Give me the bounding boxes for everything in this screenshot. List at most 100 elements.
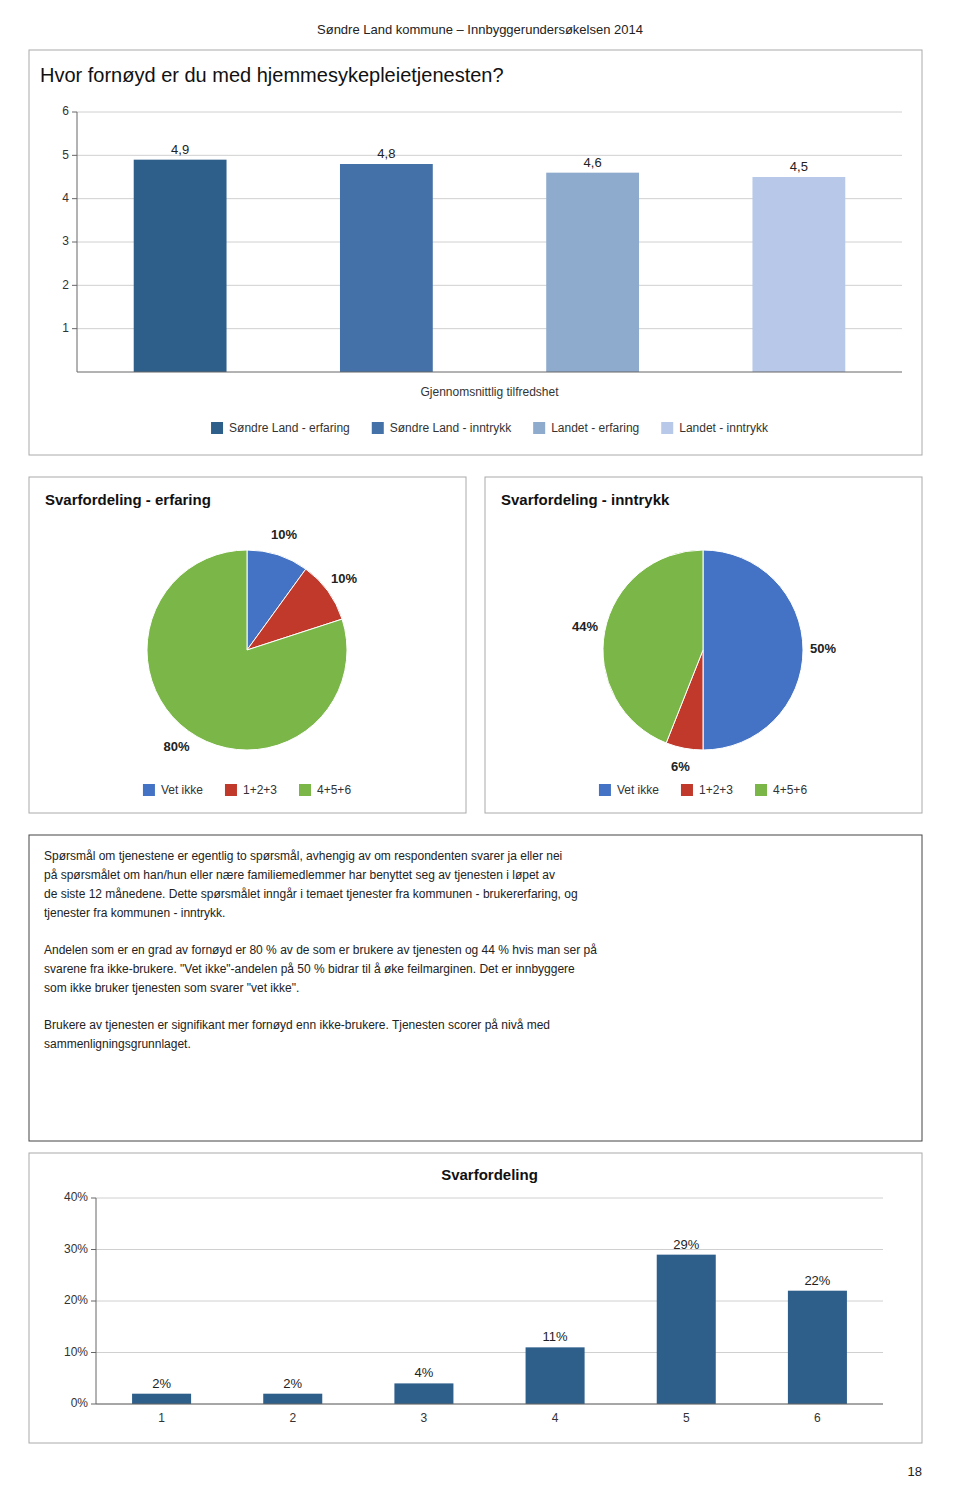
pie-slice: [147, 550, 347, 750]
grid-line: [77, 112, 902, 113]
tick-mark: [91, 1198, 96, 1199]
bars: [134, 160, 846, 372]
x-axis-line: [96, 1404, 883, 1405]
data-label: 10%: [331, 571, 357, 586]
x-tick-label: 4: [552, 1411, 559, 1425]
slices: [147, 550, 347, 750]
data-label: 4,8: [377, 146, 395, 161]
data-label: 6%: [671, 759, 690, 774]
chart-title: Hvor fornøyd er du med hjemmesykepleietj…: [40, 64, 504, 86]
header: Søndre Land kommune – Innbyggerundersøke…: [317, 22, 643, 37]
legend-swatch: [533, 422, 545, 434]
legend-swatch: [143, 784, 155, 796]
grid-line: [96, 1198, 883, 1199]
data-label: 50%: [810, 641, 836, 656]
y-tick-label: 5: [62, 148, 69, 162]
legend-item: Landet - inntrykk: [661, 421, 769, 435]
legend-label: Søndre Land - inntrykk: [390, 421, 512, 435]
pie-chart: Svarfordeling - erfaring 10% 10% 80% Vet ikk…: [45, 491, 358, 797]
data-label: 11%: [543, 1329, 568, 1344]
legend: Søndre Land - erfaring Søndre Land - innt…: [211, 421, 769, 435]
y-tick-label: 4: [62, 191, 69, 205]
legend-item: 1+2+3: [681, 783, 733, 797]
grid-line: [96, 1301, 883, 1302]
bar: [546, 173, 639, 372]
legend-item: Søndre Land - inntrykk: [372, 421, 512, 435]
tick-mark: [91, 1404, 96, 1405]
tick-mark: [91, 1301, 96, 1302]
legend-item: Vet ikke: [143, 783, 203, 797]
legend-swatch: [299, 784, 311, 796]
legend-label: Vet ikke: [161, 783, 203, 797]
legend-label: 1+2+3: [243, 783, 277, 797]
legend-label: 1+2+3: [699, 783, 733, 797]
bar: [788, 1291, 847, 1404]
page-number: 18: [908, 1464, 922, 1479]
y-tick-label: 40%: [64, 1190, 88, 1204]
x-tick-label: 6: [814, 1411, 821, 1425]
tick-mark: [72, 198, 77, 199]
bar: [657, 1255, 716, 1404]
grid-line: [77, 155, 902, 156]
x-tick-label: 1: [158, 1411, 165, 1425]
grid-line: [96, 1249, 883, 1250]
data-label: 80%: [163, 739, 189, 754]
panel-frame: [29, 477, 466, 813]
legend-swatch: [372, 422, 384, 434]
page: Søndre Land kommune – Innbyggerundersøke…: [0, 0, 960, 1491]
y-tick-label: 2: [62, 278, 69, 292]
legend-swatch: [599, 784, 611, 796]
tick-mark: [72, 328, 77, 329]
legend-label: Søndre Land - erfaring: [229, 421, 350, 435]
y-tick-label: 10%: [64, 1345, 88, 1359]
legend-item: Søndre Land - erfaring: [211, 421, 350, 435]
data-label: 29%: [673, 1237, 699, 1252]
panel-frame: [29, 50, 922, 455]
legend-label: Vet ikke: [617, 783, 659, 797]
data-label: 2%: [152, 1376, 171, 1391]
legend: Vet ikke 1+2+3 4+5+6: [143, 783, 351, 797]
data-label: 4,5: [790, 159, 808, 174]
text-line: de siste 12 månedene. Dette spørsmålet i…: [44, 887, 578, 901]
data-label: 44%: [572, 619, 598, 634]
tick-mark: [72, 242, 77, 243]
text-box: Spørsmål om tjenestene er egentlig to sp…: [44, 849, 597, 1051]
data-label: 4,6: [584, 155, 602, 170]
pie-slice: [603, 550, 703, 743]
tick-mark: [72, 285, 77, 286]
grid-line: [96, 1352, 883, 1353]
bar: [134, 160, 227, 372]
grid-line: [96, 1404, 883, 1405]
bar-chart: Hvor fornøyd er du med hjemmesykepleietj…: [40, 64, 902, 435]
legend: Vet ikke 1+2+3 4+5+6: [599, 783, 807, 797]
text-line: Andelen som er en grad av fornøyd er 80 …: [44, 943, 597, 957]
panel-frame: [29, 835, 922, 1141]
bar: [263, 1394, 322, 1404]
legend-item: Landet - erfaring: [533, 421, 639, 435]
tick-mark: [72, 155, 77, 156]
bar-chart: Svarfordeling0%10%20%30%40%2%2%4%11%29%2…: [64, 1166, 883, 1425]
y-tick-label: 20%: [64, 1293, 88, 1307]
bar: [394, 1383, 453, 1404]
legend-item: 4+5+6: [299, 783, 351, 797]
panel-frame: [29, 1153, 922, 1443]
chart-title: Svarfordeling - erfaring: [45, 491, 211, 508]
x-tick-label: 2: [289, 1411, 296, 1425]
text-line: på spørsmålet om han/hun eller nære fami…: [44, 868, 555, 882]
tick-mark: [91, 1352, 96, 1353]
x-axis-line: [77, 372, 902, 373]
legend-item: 1+2+3: [225, 783, 277, 797]
legend-item: 4+5+6: [755, 783, 807, 797]
y-axis-line: [77, 112, 78, 372]
legend-label: 4+5+6: [773, 783, 807, 797]
pie-slice: [703, 550, 803, 750]
data-label: 22%: [804, 1273, 830, 1288]
legend-swatch: [211, 422, 223, 434]
bar: [132, 1394, 191, 1404]
data-label: 4,9: [171, 142, 189, 157]
y-tick-label: 3: [62, 234, 69, 248]
data-label: 2%: [283, 1376, 302, 1391]
legend-swatch: [755, 784, 767, 796]
data-label: 10%: [271, 527, 297, 542]
y-tick-label: 1: [62, 321, 69, 335]
